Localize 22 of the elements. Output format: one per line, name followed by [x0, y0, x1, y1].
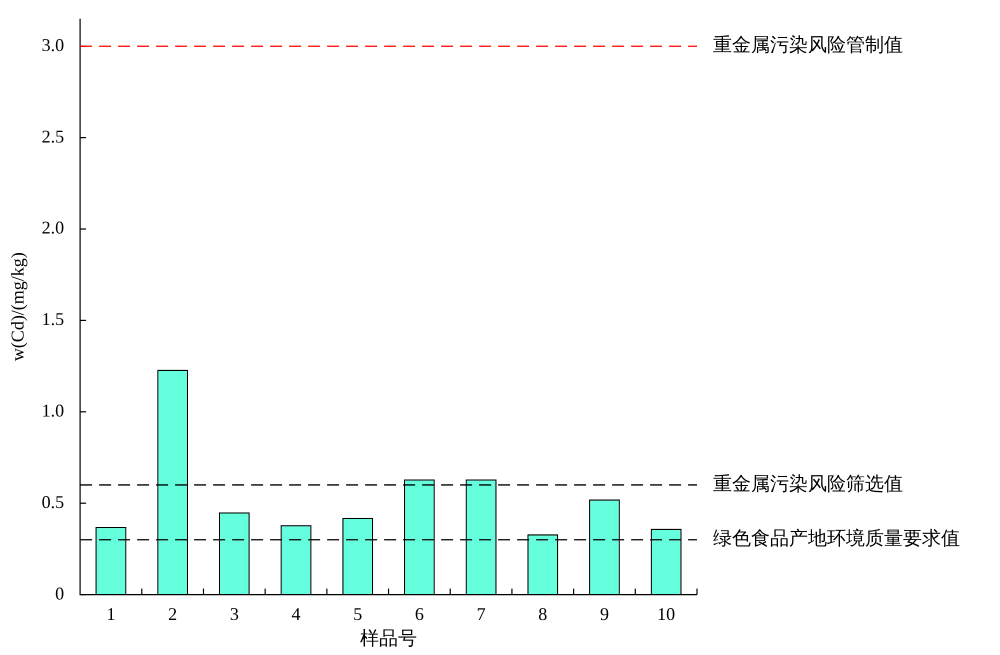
y-tick-label: 2.0	[42, 218, 64, 238]
x-tick-label: 3	[230, 604, 239, 624]
x-tick-label: 9	[600, 604, 609, 624]
x-tick-label: 2	[168, 604, 178, 624]
y-tick-label: 1.5	[42, 309, 64, 330]
y-axis-title: w(Cd)/(mg/kg)	[8, 252, 28, 362]
ref-line-label: 重金属污染风险筛选值	[713, 472, 903, 495]
x-tick-label: 4	[292, 604, 301, 624]
y-tick-label: 2.5	[42, 126, 64, 146]
x-tick-label: 10	[657, 604, 676, 624]
x-tick-label: 5	[353, 604, 362, 624]
x-axis-title: 样品号	[360, 628, 418, 650]
x-tick-label: 6	[414, 604, 424, 624]
ref-line-label: 重金属污染风险管制值	[713, 34, 903, 56]
x-tick-label: 1	[106, 604, 116, 624]
y-tick-label: 0.5	[42, 492, 64, 512]
y-tick-label: 0	[55, 583, 64, 604]
x-tick-label: 7	[476, 604, 486, 624]
x-tick-label: 8	[538, 604, 548, 624]
y-tick-label: 1.0	[42, 400, 64, 421]
ref-line-label: 绿色食品产地环境质量要求值	[713, 528, 960, 550]
y-tick-label: 3.0	[42, 34, 64, 55]
